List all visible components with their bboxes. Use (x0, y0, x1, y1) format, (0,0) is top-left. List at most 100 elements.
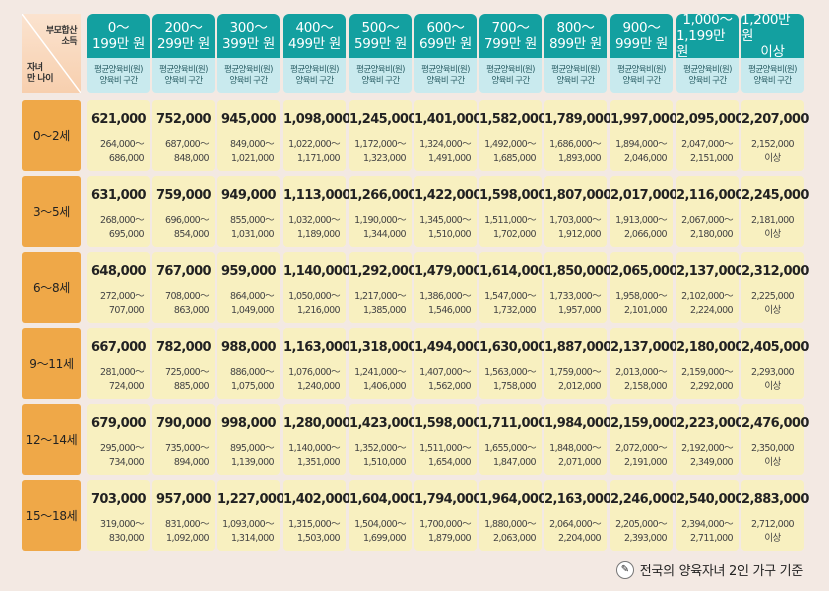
cost-range-max: 2,101,000 (624, 305, 668, 316)
average-cost: 959,000 (220, 264, 277, 279)
column-sub-label: 평균양육비(원) 양육비 구간 (349, 58, 412, 93)
income-bracket-line: 699만 원 (418, 36, 473, 52)
column-sub-label: 평균양육비(원) 양육비 구간 (414, 58, 477, 93)
average-cost: 1,401,000 (414, 112, 482, 127)
average-cost: 1,266,000 (349, 188, 417, 203)
age-row-label: 12～14세 (22, 404, 81, 475)
column-sub-label-line: 평균양육비(원) (224, 64, 273, 75)
income-bracket: 300～ 399만 원 (217, 14, 280, 58)
cost-range: 1,093,000～ 1,314,000 (217, 518, 274, 546)
cost-range-max: 695,000 (108, 229, 145, 240)
cost-range: 849,000～ 1,021,000 (217, 138, 275, 166)
cost-range-min: 1,172,000～ (354, 139, 406, 150)
column-sub-label-line: 평균양육비(원) (356, 64, 405, 75)
cost-range: 696,000～ 854,000 (152, 214, 210, 242)
table-cell: 703,000 319,000～ 830,000 (87, 480, 150, 551)
average-cost: 2,180,000 (676, 340, 744, 355)
income-bracket-line: 700～ (491, 20, 530, 36)
table-cell: 945,000 849,000～ 1,021,000 (217, 100, 280, 171)
cost-range-max: 2,292,000 (690, 381, 734, 392)
cost-range-min: 886,000～ (230, 367, 275, 378)
cost-range-min: 849,000～ (230, 139, 275, 150)
cost-range-max: 이상 (764, 533, 781, 544)
corner-income-line: 소득 (61, 37, 77, 47)
average-cost: 1,245,000 (349, 112, 417, 127)
cost-range-max: 1,699,000 (363, 533, 407, 544)
cost-range-min: 295,000～ (100, 443, 145, 454)
column-sub-label-line: 양육비 구간 (622, 75, 661, 86)
income-bracket-line: 200～ (164, 20, 203, 36)
cost-range-max: 이상 (764, 457, 781, 468)
cost-range-max: 2,204,000 (558, 533, 602, 544)
cost-range: 864,000～ 1,049,000 (217, 290, 275, 318)
table-cell: 1,280,000 1,140,000～ 1,351,000 (283, 404, 351, 475)
average-cost: 1,598,000 (414, 416, 482, 431)
cost-range-max: 1,031,000 (231, 229, 275, 240)
corner-income-line: 부모합산 (45, 26, 78, 36)
pencil-icon: ✎ (615, 560, 634, 579)
table-cell: 667,000 281,000～ 724,000 (87, 328, 150, 399)
cost-range-max: 1,351,000 (297, 457, 341, 468)
income-bracket-line: 499만 원 (287, 36, 342, 52)
income-bracket-line: 1,000～ (682, 12, 733, 28)
cost-range-max: 1,323,000 (363, 153, 407, 164)
average-cost: 1,113,000 (283, 188, 351, 203)
average-cost: 1,789,000 (544, 112, 612, 127)
cost-range-max: 2,151,000 (690, 153, 734, 164)
table-cell: 1,964,000 1,880,000～ 2,063,000 (479, 480, 547, 551)
average-cost: 2,163,000 (544, 492, 612, 507)
cost-range-max: 이상 (764, 381, 781, 392)
column-sub-label: 평균양육비(원) 양육비 구간 (544, 58, 607, 93)
cost-range-min: 725,000～ (165, 367, 210, 378)
column-sub-label: 평균양육비(원) 양육비 구간 (676, 58, 739, 93)
table-cell: 782,000 725,000～ 885,000 (152, 328, 215, 399)
cost-range: 1,032,000～ 1,189,000 (283, 214, 340, 242)
table-cell: 2,116,000 2,067,000～ 2,180,000 (676, 176, 744, 247)
table-cell: 1,292,000 1,217,000～ 1,385,000 (349, 252, 417, 323)
table-cell: 2,540,000 2,394,000～ 2,711,000 (676, 480, 744, 551)
cost-range-min: 1,241,000～ (354, 367, 406, 378)
cost-range: 2,013,000～ 2,158,000 (610, 366, 667, 394)
table-cell: 631,000 268,000～ 695,000 (87, 176, 150, 247)
cost-range: 1,217,000～ 1,385,000 (349, 290, 406, 318)
cost-range: 2,225,000 이상 (741, 290, 804, 318)
cost-range-min: 1,563,000～ (484, 367, 536, 378)
column-sub-label-line: 양육비 구간 (164, 75, 203, 86)
cost-range: 2,181,000 이상 (741, 214, 804, 242)
cost-range: 2,047,000～ 2,151,000 (676, 138, 733, 166)
cost-range-max: 1,546,000 (428, 305, 472, 316)
income-column-header: 300～ 399만 원 평균양육비(원) 양육비 구간 (217, 14, 280, 93)
cost-range: 1,076,000～ 1,240,000 (283, 366, 340, 394)
average-cost: 998,000 (220, 416, 277, 431)
cost-range-max: 1,510,000 (428, 229, 472, 240)
cost-range: 268,000～ 695,000 (87, 214, 145, 242)
table-cell: 648,000 272,000～ 707,000 (87, 252, 150, 323)
table-cell: 1,984,000 1,848,000～ 2,071,000 (544, 404, 612, 475)
cost-range-min: 2,064,000～ (549, 519, 601, 530)
table-cell: 1,604,000 1,504,000～ 1,699,000 (349, 480, 417, 551)
cost-range-max: 1,314,000 (231, 533, 275, 544)
table-cell: 2,017,000 1,913,000～ 2,066,000 (610, 176, 678, 247)
cost-range: 1,345,000～ 1,510,000 (414, 214, 471, 242)
average-cost: 2,246,000 (610, 492, 678, 507)
cost-range: 2,712,000 이상 (741, 518, 804, 546)
column-sub-label-line: 양육비 구간 (753, 75, 792, 86)
cost-range: 1,022,000～ 1,171,000 (283, 138, 340, 166)
cost-range-min: 1,511,000～ (484, 215, 536, 226)
cost-range-min: 864,000～ (230, 291, 275, 302)
age-row-label: 6～8세 (22, 252, 81, 323)
average-cost: 2,137,000 (676, 264, 744, 279)
cost-range-min: 1,217,000～ (354, 291, 406, 302)
cost-range-max: 734,000 (108, 457, 145, 468)
age-row-label: 15～18세 (22, 480, 81, 551)
average-cost: 759,000 (155, 188, 212, 203)
income-bracket-line: 199만 원 (91, 36, 146, 52)
average-cost: 2,245,000 (741, 188, 809, 203)
cost-range-min: 281,000～ (100, 367, 145, 378)
average-cost: 631,000 (90, 188, 147, 203)
cost-range: 1,504,000～ 1,699,000 (349, 518, 406, 546)
income-bracket: 1,200만 원 이상 (741, 12, 804, 60)
table-cell: 759,000 696,000～ 854,000 (152, 176, 215, 247)
cost-range-min: 696,000～ (165, 215, 210, 226)
